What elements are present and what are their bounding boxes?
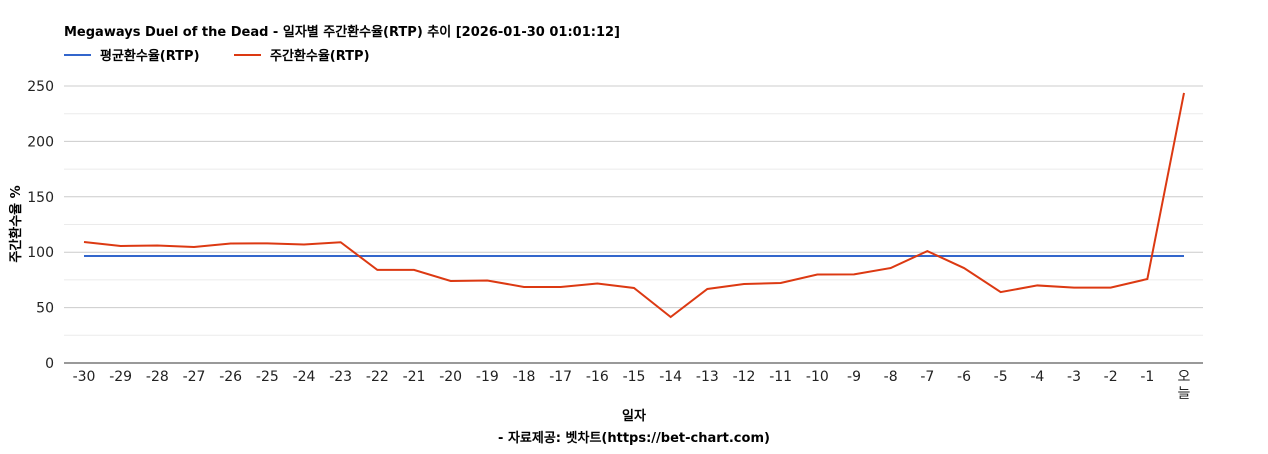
x-tick-label: -20	[439, 369, 462, 385]
x-axis-label: 일자	[622, 409, 646, 424]
x-tick-label: -5	[994, 369, 1008, 385]
y-tick-label: 50	[36, 301, 54, 317]
x-tick-label: -25	[256, 369, 279, 385]
y-tick-label: 0	[45, 356, 54, 372]
x-tick-label: -7	[920, 369, 934, 385]
legend: 평균환수율(RTP) 주간환수율(RTP)	[64, 48, 370, 64]
x-tick-label: -1	[1140, 369, 1154, 385]
x-tick-label: -22	[366, 369, 389, 385]
footer-source: - 자료제공: 벳차트(https://bet-chart.com)	[498, 430, 770, 446]
legend-label: 평균환수율(RTP)	[100, 48, 200, 64]
x-axis-ticks: -30 -29 -28 -27 -26 -25 -24 -23 -22 -21 -20 -19 -18-…	[73, 369, 1191, 402]
y-tick-label: 200	[27, 134, 54, 150]
gridlines	[64, 85, 1203, 364]
x-tick-label: -21	[403, 369, 426, 385]
x-tick-label: -3	[1067, 369, 1081, 385]
y-axis-ticks: 0 50 100 150 200 250	[27, 79, 54, 372]
series-line-1	[83, 92, 1185, 319]
x-tick-label: -28	[146, 369, 169, 385]
x-tick-label: -30	[73, 369, 96, 385]
x-tick-label: -15	[623, 369, 646, 385]
y-tick-label: 100	[27, 245, 54, 261]
x-tick-label: -23	[329, 369, 352, 385]
x-tick-label: -29	[109, 369, 132, 385]
x-tick-label: -18	[513, 369, 536, 385]
x-tick-label: -12	[733, 369, 756, 385]
x-tick-label: -27	[183, 369, 206, 385]
x-tick-label: -16	[586, 369, 609, 385]
x-tick-label: -8	[884, 369, 898, 385]
x-tick-label: -26	[219, 369, 242, 385]
x-tick-label: -24	[293, 369, 316, 385]
x-tick-label: -4	[1030, 369, 1044, 385]
x-tick-label: -17	[549, 369, 572, 385]
x-tick-label: -2	[1104, 369, 1118, 385]
x-tick-label: -10	[806, 369, 829, 385]
y-axis-label: 주간환수율 %	[8, 185, 24, 262]
x-tick-label: -14	[659, 369, 682, 385]
x-tick-label: -11	[769, 369, 792, 385]
legend-label: 주간환수율(RTP)	[270, 48, 370, 64]
chart-title: Megaways Duel of the Dead - 일자별 주간환수율(RT…	[64, 24, 620, 40]
x-tick-label: -13	[696, 369, 719, 385]
y-tick-label: 250	[27, 79, 54, 95]
y-tick-label: 150	[27, 190, 54, 206]
x-tick-label: -6	[957, 369, 971, 385]
series-lines	[83, 92, 1185, 319]
x-tick-label: -19	[476, 369, 499, 385]
x-tick-label: -9	[847, 369, 861, 385]
